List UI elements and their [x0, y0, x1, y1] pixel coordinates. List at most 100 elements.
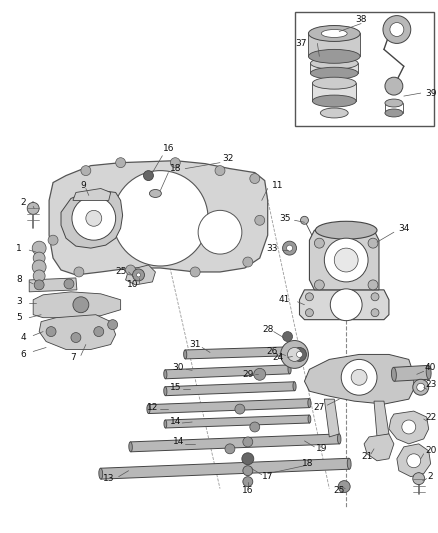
Circle shape	[367, 280, 377, 290]
Circle shape	[412, 379, 427, 395]
Ellipse shape	[163, 387, 166, 395]
Polygon shape	[148, 399, 309, 414]
Text: 13: 13	[103, 474, 114, 483]
Text: 5: 5	[16, 313, 22, 322]
Ellipse shape	[312, 77, 355, 89]
Text: 10: 10	[127, 280, 138, 289]
Circle shape	[254, 215, 264, 225]
Polygon shape	[309, 230, 378, 290]
Text: 3: 3	[16, 297, 22, 306]
Circle shape	[314, 280, 324, 290]
Ellipse shape	[283, 347, 286, 356]
Polygon shape	[73, 189, 110, 200]
Text: 6: 6	[20, 350, 26, 359]
Text: 25: 25	[333, 486, 344, 495]
Circle shape	[333, 248, 357, 272]
Circle shape	[337, 481, 350, 492]
Text: 33: 33	[265, 244, 277, 253]
Ellipse shape	[292, 382, 295, 391]
Text: 17: 17	[261, 472, 273, 481]
Text: 18: 18	[169, 164, 180, 173]
Text: 21: 21	[360, 453, 372, 461]
Polygon shape	[100, 458, 349, 479]
Text: 2: 2	[21, 198, 26, 207]
Ellipse shape	[308, 26, 359, 42]
Text: 23: 23	[424, 379, 435, 389]
Polygon shape	[165, 415, 309, 428]
Text: 27: 27	[313, 402, 324, 411]
Ellipse shape	[425, 366, 430, 379]
Ellipse shape	[307, 399, 310, 408]
Polygon shape	[165, 365, 289, 379]
Circle shape	[282, 332, 292, 342]
Text: 28: 28	[261, 325, 273, 334]
Text: 11: 11	[271, 181, 283, 190]
Circle shape	[382, 15, 410, 43]
Ellipse shape	[149, 190, 161, 197]
Polygon shape	[125, 265, 155, 285]
Ellipse shape	[384, 109, 402, 117]
Circle shape	[280, 341, 308, 368]
Polygon shape	[310, 63, 357, 73]
Circle shape	[32, 260, 46, 274]
Circle shape	[292, 348, 306, 361]
Polygon shape	[363, 434, 393, 461]
Text: 20: 20	[424, 446, 435, 455]
Circle shape	[32, 241, 46, 255]
Text: 15: 15	[169, 383, 180, 392]
Circle shape	[215, 166, 224, 175]
Text: 38: 38	[354, 15, 366, 24]
Polygon shape	[392, 366, 428, 381]
Polygon shape	[304, 354, 413, 404]
Circle shape	[296, 351, 302, 358]
Circle shape	[367, 238, 377, 248]
Ellipse shape	[312, 95, 355, 107]
Text: 34: 34	[397, 224, 409, 233]
Text: 35: 35	[278, 214, 290, 223]
Text: 7: 7	[70, 353, 76, 362]
Circle shape	[132, 269, 144, 281]
Text: 16: 16	[162, 144, 174, 154]
Ellipse shape	[391, 367, 396, 381]
Ellipse shape	[337, 434, 340, 444]
Circle shape	[242, 257, 252, 267]
Text: 4: 4	[21, 333, 26, 342]
Ellipse shape	[346, 458, 350, 469]
Ellipse shape	[128, 442, 132, 452]
Polygon shape	[61, 190, 122, 248]
Circle shape	[242, 437, 252, 447]
Polygon shape	[39, 314, 115, 350]
Bar	[294, 12, 433, 126]
Circle shape	[370, 293, 378, 301]
Circle shape	[81, 166, 91, 175]
Circle shape	[370, 309, 378, 317]
Circle shape	[198, 211, 241, 254]
Polygon shape	[312, 83, 355, 101]
Circle shape	[48, 235, 58, 245]
Circle shape	[113, 171, 208, 266]
Circle shape	[249, 174, 259, 183]
Text: 14: 14	[172, 438, 184, 446]
Polygon shape	[308, 34, 359, 56]
Text: 26: 26	[265, 347, 277, 356]
Circle shape	[170, 158, 180, 168]
Polygon shape	[49, 160, 267, 275]
Text: 37: 37	[295, 39, 307, 48]
Circle shape	[86, 211, 102, 226]
Ellipse shape	[163, 420, 166, 428]
Polygon shape	[130, 434, 339, 452]
Text: 39: 39	[424, 88, 435, 98]
Ellipse shape	[310, 58, 357, 69]
Circle shape	[350, 369, 366, 385]
Circle shape	[224, 444, 234, 454]
Circle shape	[324, 238, 367, 282]
Circle shape	[305, 309, 313, 317]
Circle shape	[401, 420, 415, 434]
Circle shape	[71, 333, 81, 343]
Text: 12: 12	[146, 402, 158, 411]
Circle shape	[33, 270, 45, 282]
Circle shape	[242, 466, 252, 475]
Circle shape	[287, 348, 301, 361]
Circle shape	[234, 404, 244, 414]
Text: 32: 32	[222, 154, 233, 163]
